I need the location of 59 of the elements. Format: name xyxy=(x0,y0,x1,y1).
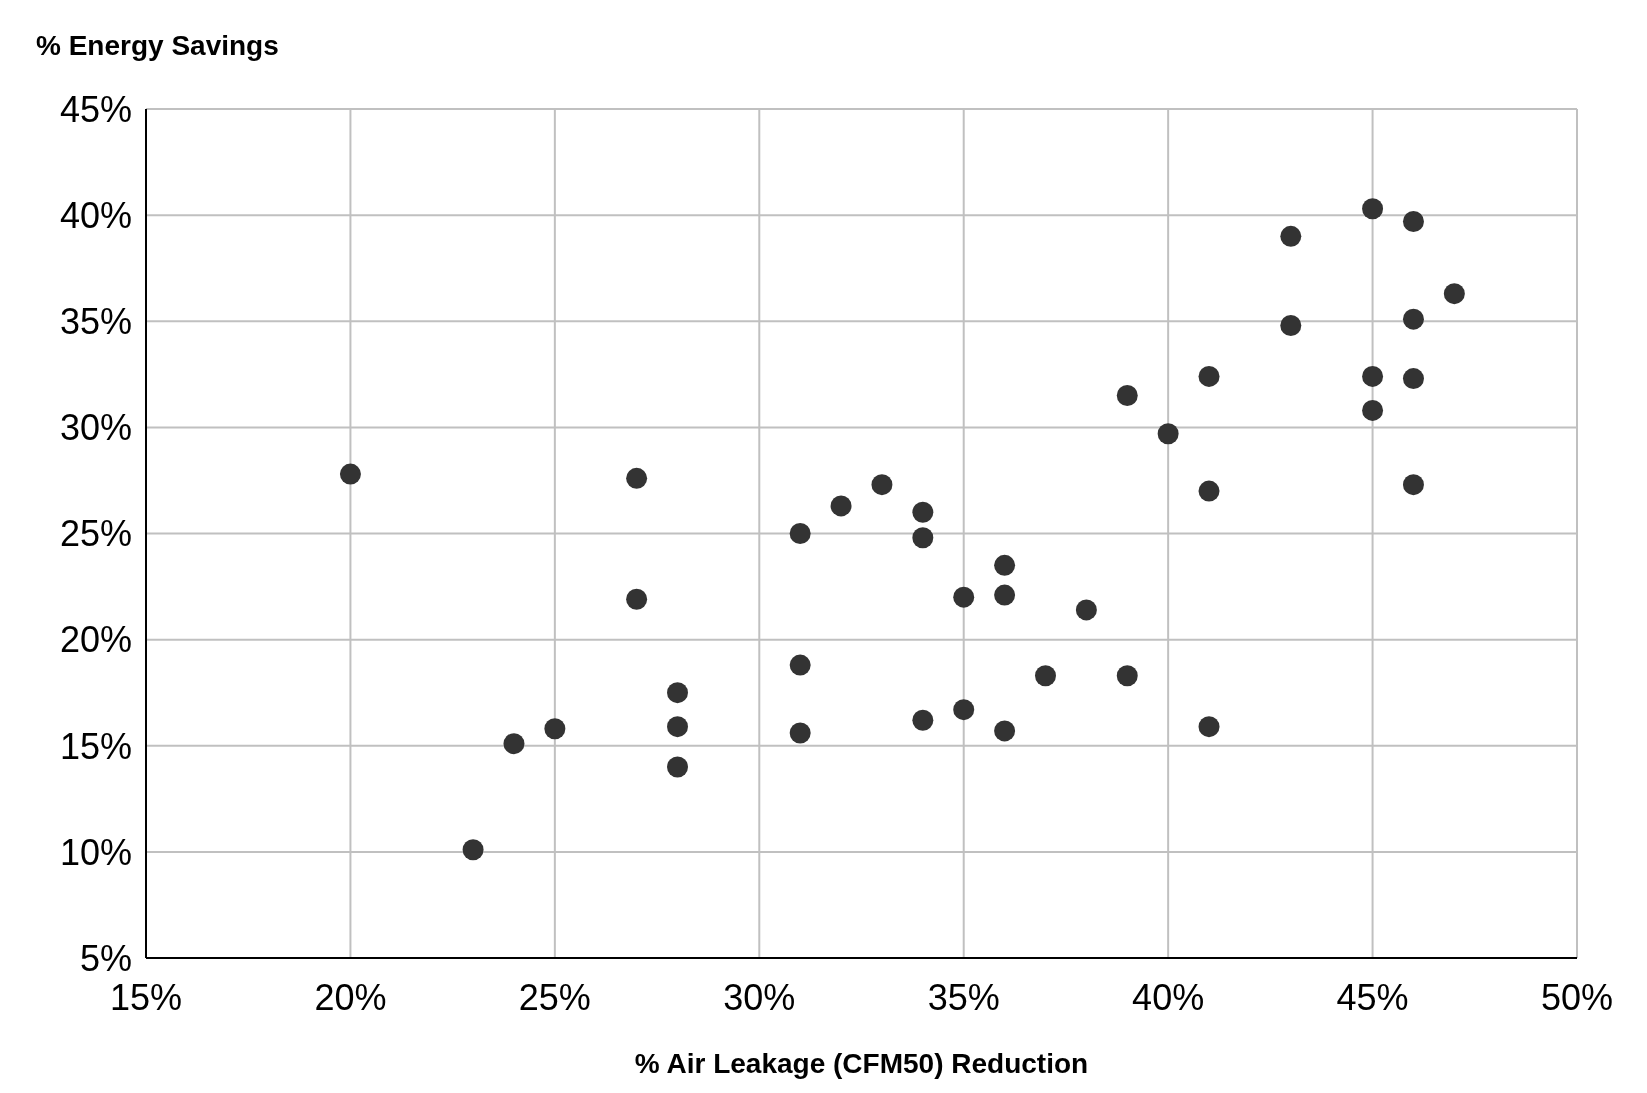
point xyxy=(1116,665,1138,687)
x-tick-label: 25% xyxy=(518,976,591,1018)
point xyxy=(667,756,689,778)
y-tick-label: 25% xyxy=(59,513,132,555)
point xyxy=(1116,385,1138,407)
y-tick-label: 15% xyxy=(59,725,132,767)
point xyxy=(1280,315,1302,336)
point xyxy=(953,699,975,721)
point xyxy=(1280,225,1302,247)
point xyxy=(1402,308,1424,330)
point xyxy=(1362,198,1384,220)
point xyxy=(1198,716,1220,738)
point xyxy=(994,584,1016,606)
point xyxy=(912,709,934,731)
point xyxy=(462,839,484,861)
point xyxy=(544,718,566,740)
point xyxy=(1402,474,1424,496)
point xyxy=(1034,665,1056,687)
x-tick-label: 30% xyxy=(723,976,796,1018)
point xyxy=(1198,365,1220,387)
point xyxy=(830,495,852,517)
y-tick-label: 10% xyxy=(59,831,132,873)
x-tick-label: 50% xyxy=(1540,976,1614,1018)
x-tick-label: 45% xyxy=(1336,976,1409,1018)
y-axis-title: % Energy Savings xyxy=(36,30,279,62)
point xyxy=(1402,210,1424,232)
point xyxy=(912,501,934,523)
point xyxy=(1402,368,1424,390)
y-tick-label: 20% xyxy=(59,619,132,661)
y-tick-label: 35% xyxy=(59,301,132,343)
point xyxy=(912,527,934,549)
point xyxy=(626,588,648,610)
point xyxy=(1443,283,1465,305)
y-tick-label: 40% xyxy=(59,194,132,236)
point xyxy=(789,722,811,744)
x-tick-label: 40% xyxy=(1132,976,1205,1018)
x-axis-title: % Air Leakage (CFM50) Reduction xyxy=(633,1048,1090,1080)
point xyxy=(871,474,893,496)
point xyxy=(1362,365,1384,387)
point xyxy=(339,463,361,485)
point xyxy=(503,733,525,755)
y-tick-label: 5% xyxy=(79,937,132,979)
x-tick-label: 15% xyxy=(109,976,183,1018)
point xyxy=(1157,423,1179,445)
x-tick-label: 35% xyxy=(927,976,1000,1018)
point xyxy=(1362,399,1384,421)
point xyxy=(789,654,811,676)
point xyxy=(953,586,975,608)
point xyxy=(667,682,689,704)
point xyxy=(667,716,689,738)
point xyxy=(994,554,1016,576)
y-tick-label: 30% xyxy=(59,407,132,449)
point xyxy=(1198,480,1220,502)
point xyxy=(994,720,1016,742)
point xyxy=(1075,599,1097,621)
point xyxy=(626,467,648,489)
y-tick-label: 45% xyxy=(59,88,132,130)
x-tick-label: 20% xyxy=(314,976,387,1018)
point xyxy=(789,523,811,544)
